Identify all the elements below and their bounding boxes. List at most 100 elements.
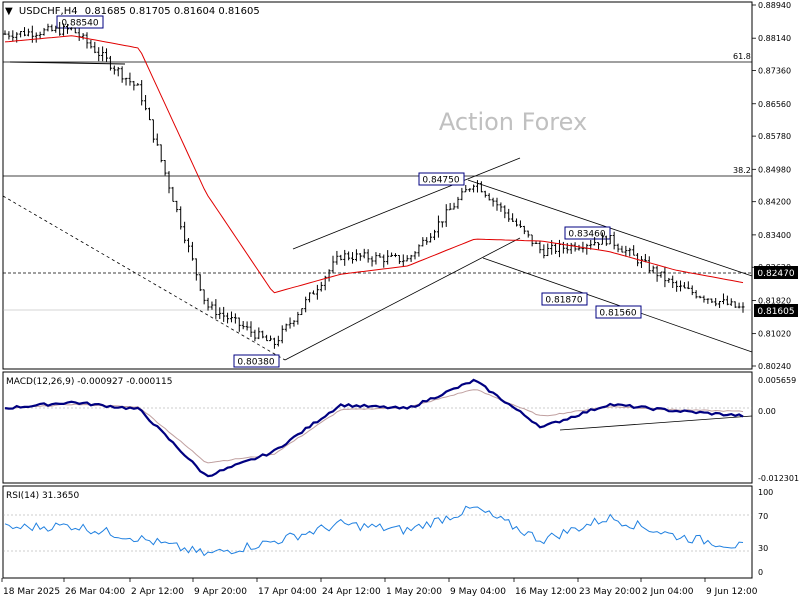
price-bar (311, 290, 315, 295)
price-bar (163, 159, 167, 176)
macd-tick-label: 0.005659 (758, 376, 796, 385)
price-bar (34, 32, 38, 43)
price-bar (81, 33, 85, 40)
price-bar (448, 203, 452, 211)
price-tick-label: 0.86560 (758, 100, 791, 109)
price-bar (663, 266, 667, 288)
price-bar (62, 23, 66, 36)
price-bar (479, 181, 483, 193)
price-bar (440, 221, 444, 228)
price-bar (23, 27, 27, 37)
price-tick-label: 0.81020 (758, 330, 791, 339)
price-bar (433, 229, 437, 241)
price-bar (401, 254, 405, 268)
price-bar (370, 256, 374, 267)
price-label-084750: 0.84750 (418, 172, 465, 186)
price-bar (600, 232, 604, 245)
price-bar (511, 213, 515, 222)
price-bar (194, 258, 198, 281)
price-label-083460: 0.83460 (564, 226, 611, 240)
price-bar (487, 193, 491, 201)
price-bar (741, 302, 745, 313)
price-bar (690, 285, 694, 296)
price-bar (190, 241, 194, 261)
price-bar (386, 250, 390, 265)
price-bar (378, 253, 382, 258)
price-label-080380: 0.80380 (233, 354, 280, 368)
rsi-title: RSI(14) 31.3650 (6, 491, 79, 501)
price-bar (534, 241, 538, 244)
price-bar (175, 200, 179, 213)
price-bar (698, 295, 702, 299)
price-bar (460, 187, 464, 201)
price-bar (206, 297, 210, 311)
price-bar (456, 196, 460, 209)
price-bar (616, 243, 620, 253)
price-bar (19, 31, 23, 38)
price-bar (679, 280, 683, 292)
price-bar (491, 197, 495, 207)
price-bar (288, 317, 292, 329)
price-bar (26, 28, 30, 37)
price-bar (351, 252, 355, 264)
fib-38-label: 38.2 (733, 166, 751, 175)
price-bar (597, 242, 601, 250)
price-bar (319, 281, 323, 292)
price-bar (300, 308, 304, 316)
price-bar (686, 281, 690, 290)
price-bar (331, 255, 335, 274)
price-bar (202, 289, 206, 305)
price-bar (58, 21, 62, 36)
svg-text:0.88540: 0.88540 (61, 19, 98, 29)
price-bar (620, 245, 624, 253)
price-bar (7, 31, 11, 40)
price-bar (436, 215, 440, 238)
price-bar (710, 298, 714, 303)
svg-text:0.81870: 0.81870 (545, 296, 582, 306)
price-tick-label: 0.84200 (758, 198, 791, 207)
macd-title: MACD(12,26,9) -0.000927 -0.000115 (6, 377, 172, 387)
price-bar (737, 302, 741, 309)
price-bar (65, 23, 69, 34)
price-bar (499, 202, 503, 212)
price-bar (733, 301, 737, 308)
macd-axis: 0.005659 0.00 -0.012301 (758, 376, 799, 483)
price-bar (269, 335, 273, 342)
svg-text:0.84750: 0.84750 (422, 176, 459, 186)
price-bar (675, 280, 679, 292)
price-bar (233, 313, 237, 324)
price-bar (179, 206, 183, 230)
price-bar (694, 290, 698, 299)
price-bar (69, 27, 73, 31)
price-bar (304, 296, 308, 313)
price-bars (3, 21, 745, 349)
price-bar (475, 180, 479, 193)
price-bar (702, 295, 706, 303)
rsi-axis: 100 70 30 0 (758, 488, 773, 577)
price-bar (343, 249, 347, 266)
time-tick-label: 16 May 12:00 (515, 587, 577, 597)
price-bar (11, 30, 15, 42)
svg-text:0.83460: 0.83460 (568, 230, 605, 240)
price-bar (116, 66, 120, 77)
price-bar (89, 39, 93, 49)
time-tick-label: 24 Apr 12:00 (322, 587, 381, 597)
price-bar (245, 321, 249, 331)
time-tick-label: 17 Apr 04:00 (258, 587, 317, 597)
price-bar (729, 298, 733, 306)
price-bar (706, 298, 710, 304)
price-bar (608, 234, 612, 245)
price-bar (721, 293, 725, 305)
price-bar (276, 335, 280, 347)
rsi-line (4, 505, 744, 557)
price-bar (151, 119, 155, 143)
price-bar (265, 334, 269, 342)
channel-upper-line (292, 157, 521, 250)
price-tick-label: 0.87360 (758, 67, 791, 76)
price-bar (671, 275, 675, 289)
price-bar (421, 237, 425, 247)
price-bar (241, 321, 245, 330)
svg-text:0.82470: 0.82470 (757, 269, 794, 279)
price-bar (515, 218, 519, 227)
